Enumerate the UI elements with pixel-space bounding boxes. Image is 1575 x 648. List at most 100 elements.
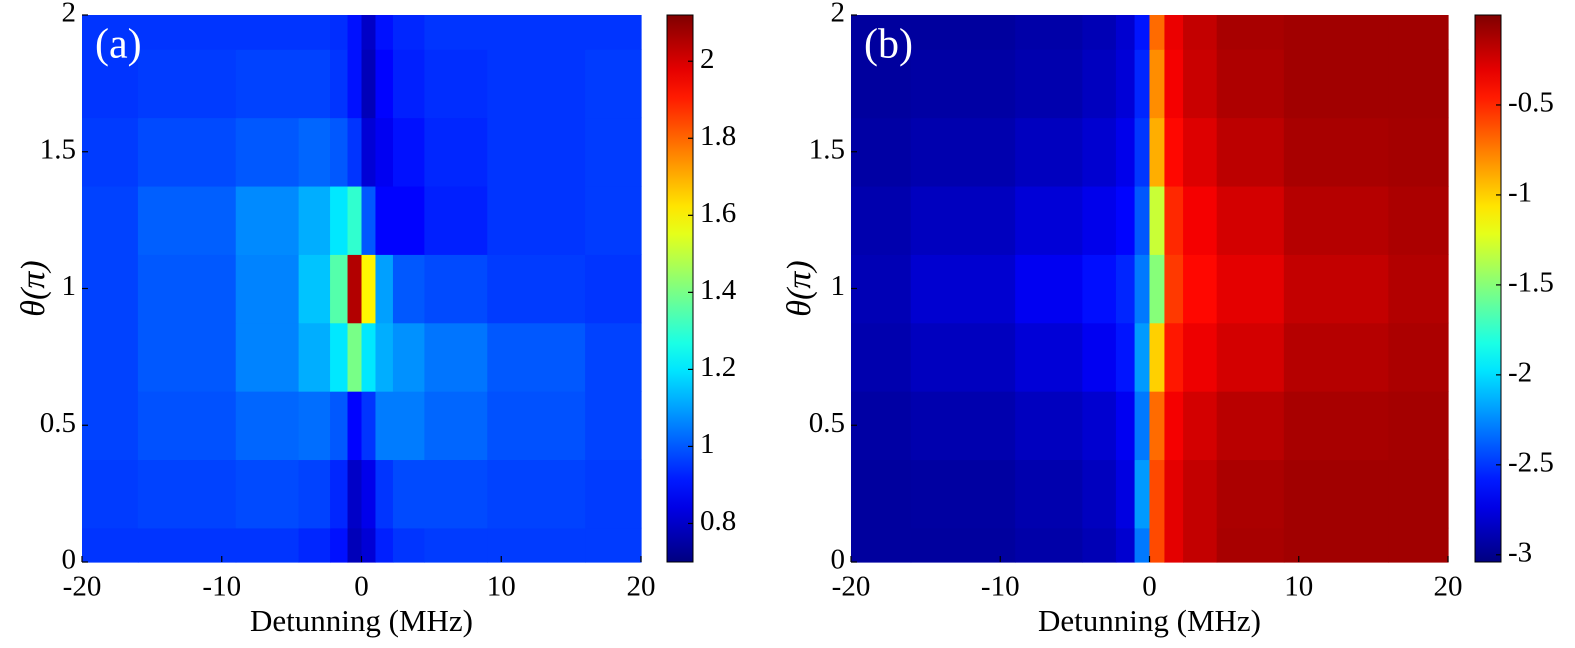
heatmap-cell xyxy=(1164,459,1184,529)
heatmap-cell xyxy=(347,254,363,324)
y-axis-label: θ(π) xyxy=(781,260,818,316)
heatmap-cell xyxy=(851,459,912,529)
heatmap-cell xyxy=(298,459,331,529)
heatmap-cell xyxy=(347,15,363,50)
heatmap-cell xyxy=(1149,15,1166,50)
heatmap-cell xyxy=(235,117,300,187)
colorbar-tick-label: 1 xyxy=(700,428,715,460)
colorbar-tick-label: -2 xyxy=(1508,357,1532,389)
heatmap-cell xyxy=(1388,254,1449,324)
heatmap-cell xyxy=(82,322,139,392)
heatmap-cell xyxy=(1149,185,1166,255)
heatmap-cell xyxy=(375,527,394,563)
heatmap-cell xyxy=(1082,391,1117,461)
heatmap-cell xyxy=(1283,49,1389,119)
heatmap-cell xyxy=(1015,459,1083,529)
heatmap-cell xyxy=(1164,254,1184,324)
y-tick-label: 1.5 xyxy=(40,133,76,165)
heatmap-cell xyxy=(82,117,139,187)
heatmap-cell xyxy=(137,15,237,50)
heatmap-cell xyxy=(910,15,1016,50)
heatmap-cell xyxy=(347,49,363,119)
heatmap-cell xyxy=(424,527,488,563)
heatmap-cell xyxy=(392,185,425,255)
colorbar xyxy=(1474,14,1502,563)
y-axis-label: θ(π) xyxy=(15,260,52,316)
heatmap-cell xyxy=(424,49,488,119)
heatmap-cell xyxy=(910,185,1016,255)
heatmap-cell xyxy=(1115,459,1136,529)
heatmap-cell xyxy=(137,322,237,392)
x-tick-label: -20 xyxy=(63,571,102,603)
heatmap-cell xyxy=(1216,322,1285,392)
heatmap-cell xyxy=(424,254,488,324)
heatmap-cell xyxy=(392,391,425,461)
heatmap-cell xyxy=(424,15,488,50)
x-tick-label: -20 xyxy=(832,571,871,603)
heatmap-cell xyxy=(1216,391,1285,461)
y-tick-label: 1 xyxy=(831,270,846,302)
heatmap-cell xyxy=(1283,15,1389,50)
heatmap-cell xyxy=(235,254,300,324)
heatmap-cell xyxy=(585,527,642,563)
colorbar-tick-label: 1.8 xyxy=(700,120,736,152)
heatmap-cell xyxy=(1388,459,1449,529)
heatmap-cell xyxy=(330,49,349,119)
heatmap-cell xyxy=(851,185,912,255)
heatmap-cell xyxy=(82,49,139,119)
y-tick-label: 0 xyxy=(831,544,846,576)
heatmap-cell xyxy=(137,254,237,324)
heatmap-cell xyxy=(392,15,425,50)
heatmap-cell xyxy=(1283,117,1389,187)
heatmap-cell xyxy=(1134,49,1151,119)
heatmap-cell xyxy=(1216,185,1285,255)
heatmap-cell xyxy=(1015,117,1083,187)
heatmap-cell xyxy=(235,459,300,529)
heatmap-cell xyxy=(1388,185,1449,255)
heatmap-cell xyxy=(487,254,586,324)
heatmap-cell xyxy=(82,254,139,324)
heatmap-cell xyxy=(1283,527,1389,563)
y-tick-label: 1.5 xyxy=(809,133,845,165)
heatmap-cell xyxy=(137,117,237,187)
heatmap-cell xyxy=(1283,185,1389,255)
heatmap-cell xyxy=(1082,117,1117,187)
heatmap-cell xyxy=(1164,117,1184,187)
heatmap-cell xyxy=(330,15,349,50)
heatmap-cell xyxy=(330,117,349,187)
heatmap-cell xyxy=(910,391,1016,461)
heatmap-cell xyxy=(1183,459,1218,529)
heatmap-cell xyxy=(82,459,139,529)
heatmap-cell xyxy=(851,527,912,563)
heatmap-cell xyxy=(347,185,363,255)
heatmap-cell xyxy=(82,15,139,50)
heatmap-cell xyxy=(1115,185,1136,255)
heatmap-cell xyxy=(392,117,425,187)
heatmap-cell xyxy=(1216,117,1285,187)
colorbar-tick-label: 1.4 xyxy=(700,274,737,306)
heatmap-cell xyxy=(361,49,377,119)
heatmap-cell xyxy=(375,185,394,255)
panel-label: (b) xyxy=(864,22,913,68)
colorbar-tick-label: -0.5 xyxy=(1508,87,1554,119)
heatmap-cell xyxy=(1015,254,1083,324)
heatmap-cell xyxy=(361,459,377,529)
heatmap-cell xyxy=(298,391,331,461)
heatmap-cell xyxy=(392,527,425,563)
y-tick-label: 1 xyxy=(62,270,77,302)
heatmap-cell xyxy=(137,49,237,119)
heatmap-cell xyxy=(1134,15,1151,50)
heatmap-cell xyxy=(1115,322,1136,392)
heatmap-cell xyxy=(1115,49,1136,119)
heatmap-cell xyxy=(910,117,1016,187)
heatmap-cell xyxy=(1082,322,1117,392)
heatmap-cell xyxy=(375,322,394,392)
heatmap-cell xyxy=(1183,15,1218,50)
heatmap-cell xyxy=(347,459,363,529)
colorbar-tick-label: 1.6 xyxy=(700,197,736,229)
heatmap-cell xyxy=(1388,49,1449,119)
heatmap-cell xyxy=(375,15,394,50)
heatmap-cell xyxy=(1134,185,1151,255)
heatmap-cell xyxy=(1388,117,1449,187)
colorbar-tick-label: 0.8 xyxy=(700,505,736,537)
